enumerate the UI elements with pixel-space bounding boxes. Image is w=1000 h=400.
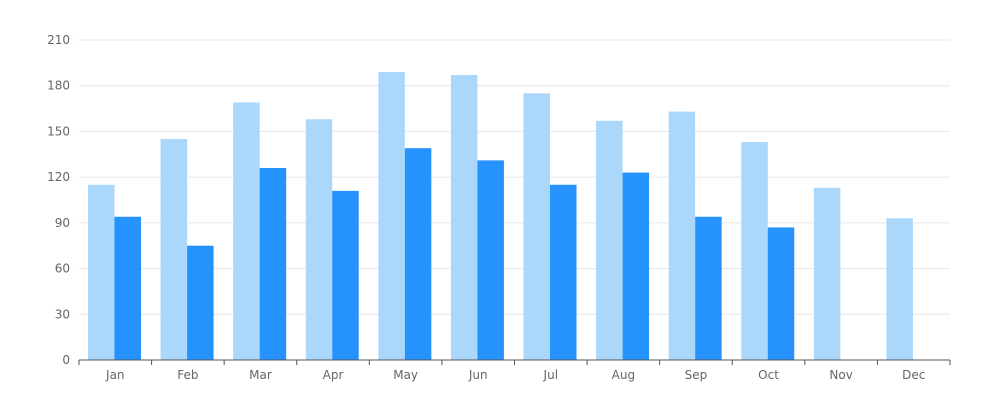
x-tick-label: Sep (685, 368, 708, 382)
bar-jul-series-2 (550, 184, 577, 360)
bar-dec-series-1 (886, 218, 913, 360)
axes (78, 359, 951, 365)
x-tick-label: Jun (468, 368, 488, 382)
y-tick-label: 180 (47, 79, 70, 93)
x-tick-labels: Jan Feb Mar Apr May Jun Jul Aug Sep Oct Nov Dec (105, 368, 925, 382)
x-tick-label: Mar (249, 368, 272, 382)
bar-jun-series-1 (450, 75, 478, 361)
x-tick-label: Dec (902, 368, 925, 382)
bar-sep-series-2 (695, 216, 722, 360)
x-tick-label: Feb (177, 368, 198, 382)
bar-jan-series-2 (114, 216, 141, 360)
bar-oct-series-2 (767, 227, 795, 360)
bar-sep-series-1 (668, 111, 696, 360)
y-tick-labels: 0 30 60 90 120 150 180 210 (47, 33, 70, 367)
bar-may-series-1 (378, 72, 405, 360)
bar-mar-series-2 (259, 168, 287, 360)
y-tick-label: 90 (55, 216, 70, 230)
bar-aug-series-1 (596, 120, 623, 360)
bar-mar-series-1 (233, 102, 260, 360)
x-tick-label: Jul (543, 368, 558, 382)
x-tick-label: Oct (758, 368, 779, 382)
bar-oct-series-1 (741, 142, 768, 360)
y-tick-label: 150 (47, 124, 70, 138)
bar-apr-series-2 (332, 190, 359, 360)
gridlines (79, 39, 950, 315)
x-tick-label: Jan (105, 368, 125, 382)
bar-may-series-2 (404, 148, 432, 360)
bar-aug-series-2 (622, 172, 650, 360)
y-tick-label: 0 (62, 353, 70, 367)
x-tick-label: Nov (829, 368, 852, 382)
bar-nov-series-1 (813, 187, 841, 360)
y-tick-label: 120 (47, 170, 70, 184)
bar-jul-series-1 (523, 93, 550, 360)
bar-jun-series-2 (477, 160, 504, 360)
bar-feb-series-2 (187, 245, 214, 360)
y-tick-label: 60 (55, 262, 70, 276)
x-tick-label: Aug (612, 368, 635, 382)
bar-jan-series-1 (88, 184, 115, 360)
y-tick-label: 210 (47, 33, 70, 47)
bar-feb-series-1 (160, 139, 188, 360)
y-tick-label: 30 (55, 307, 70, 321)
bars (88, 72, 913, 361)
x-tick-label: Apr (323, 368, 344, 382)
bar-apr-series-1 (305, 119, 333, 360)
x-tick-label: May (393, 368, 418, 382)
